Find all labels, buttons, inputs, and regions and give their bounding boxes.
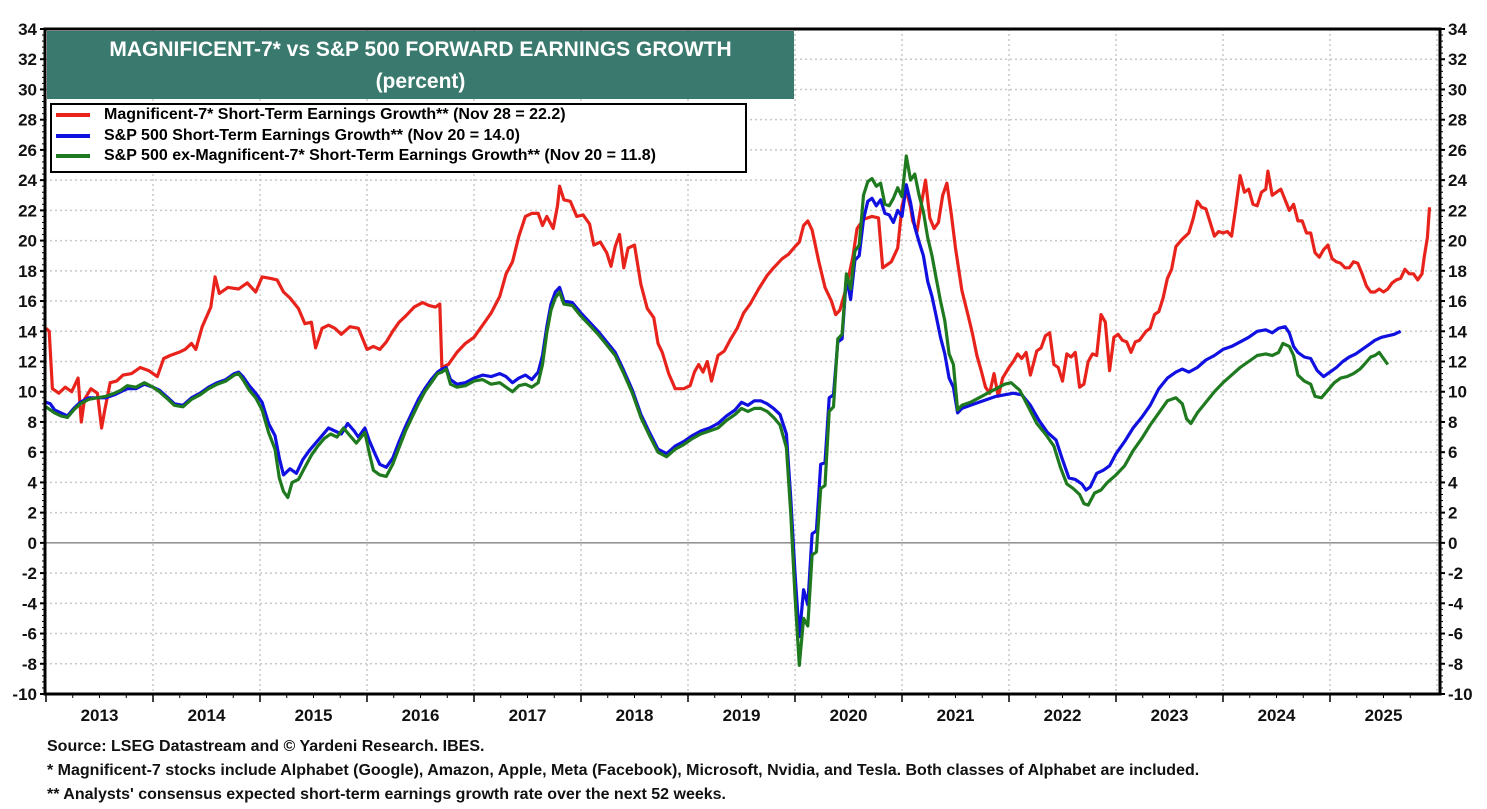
y-tick-label: 28: [1448, 111, 1467, 130]
x-axis: 2013 2014 2015 2016 2017 2018 2019 2020 2021 2022…: [45, 694, 1411, 725]
x-tick-label: 2017: [509, 706, 547, 725]
y-tick-label: -2: [22, 564, 37, 583]
legend-label: Magnificent-7* Short-Term Earnings Growt…: [104, 106, 566, 124]
y-axis-right: 3432302826242220181614121086420-2-4-6-8-…: [1440, 20, 1473, 704]
y-tick-label: 24: [1448, 171, 1467, 190]
chart-title: MAGNIFICENT-7* vs S&P 500 FORWARD EARNIN…: [109, 38, 732, 61]
x-tick-label: 2015: [295, 706, 333, 725]
y-tick-label: 22: [18, 201, 37, 220]
y-tick-label: 30: [1448, 80, 1467, 99]
chart-title-box: MAGNIFICENT-7* vs S&P 500 FORWARD EARNIN…: [47, 31, 794, 99]
y-tick-label: 32: [18, 50, 37, 69]
source-note: Source: LSEG Datastream and © Yardeni Re…: [47, 738, 485, 755]
x-tick-label: 2016: [402, 706, 440, 725]
y-tick-label: 8: [1448, 413, 1457, 432]
y-tick-label: 34: [1448, 20, 1467, 39]
y-tick-label: 8: [28, 413, 37, 432]
legend-item-sp500-ex-mag7: S&P 500 ex-Magnificent-7* Short-Term Ear…: [52, 146, 745, 167]
y-tick-label: 16: [18, 292, 37, 311]
legend: Magnificent-7* Short-Term Earnings Growt…: [50, 103, 747, 173]
y-tick-label: 6: [1448, 443, 1457, 462]
legend-swatch-green: [56, 154, 90, 159]
y-tick-label: 26: [18, 141, 37, 160]
y-tick-label: 10: [1448, 383, 1467, 402]
series-line-sp500: [45, 183, 1402, 639]
y-tick-label: 30: [18, 80, 37, 99]
y-tick-label: 2: [28, 504, 37, 523]
legend-swatch-red: [56, 113, 90, 118]
y-tick-label: -4: [22, 594, 38, 613]
x-tick-label: 2021: [937, 706, 975, 725]
y-tick-label: 18: [1448, 262, 1467, 281]
legend-label: S&P 500 Short-Term Earnings Growth** (No…: [104, 126, 520, 144]
y-tick-label: 26: [1448, 141, 1467, 160]
legend-label: S&P 500 ex-Magnificent-7* Short-Term Ear…: [104, 147, 657, 165]
x-tick-label: 2018: [616, 706, 654, 725]
y-tick-label: -6: [1448, 625, 1463, 644]
series-line-sp500-ex-mag7: [45, 154, 1390, 667]
footnote-analysts: ** Analysts' consensus expected short-te…: [47, 786, 726, 803]
y-tick-label: 32: [1448, 50, 1467, 69]
x-tick-label: 2020: [830, 706, 868, 725]
x-tick-label: 2019: [723, 706, 761, 725]
y-tick-label: 28: [18, 111, 37, 130]
x-tick-label: 2024: [1258, 706, 1296, 725]
y-tick-label: -8: [22, 655, 37, 674]
series-lines: [44, 154, 1432, 667]
x-tick-label: 2014: [188, 706, 226, 725]
y-tick-label: 16: [1448, 292, 1467, 311]
y-tick-label: 10: [18, 383, 37, 402]
legend-item-mag7: Magnificent-7* Short-Term Earnings Growt…: [52, 105, 745, 126]
y-tick-label: 20: [1448, 232, 1467, 251]
x-tick-label: 2025: [1365, 706, 1403, 725]
footnote-mag7: * Magnificent-7 stocks include Alphabet …: [47, 762, 1200, 779]
y-tick-label: -4: [1448, 594, 1464, 613]
x-tick-label: 2022: [1044, 706, 1082, 725]
y-tick-label: 24: [18, 171, 37, 190]
y-tick-label: 22: [1448, 201, 1467, 220]
series-line-mag7: [44, 169, 1432, 430]
x-tick-label: 2013: [81, 706, 119, 725]
legend-swatch-blue: [56, 133, 90, 138]
y-tick-label: 4: [28, 473, 38, 492]
y-tick-label: 20: [18, 232, 37, 251]
y-tick-label: 2: [1448, 504, 1457, 523]
y-tick-label: 14: [1448, 322, 1467, 341]
y-axis-left: 3432302826242220181614121086420-2-4-6-8-…: [12, 20, 45, 704]
y-tick-label: 12: [1448, 353, 1467, 372]
footnotes: Source: LSEG Datastream and © Yardeni Re…: [47, 735, 1199, 807]
y-tick-label: 0: [28, 534, 37, 553]
y-tick-label: 18: [18, 262, 37, 281]
y-tick-label: 34: [18, 20, 37, 39]
y-tick-label: 14: [18, 322, 37, 341]
y-tick-label: 12: [18, 353, 37, 372]
y-tick-label: -10: [1448, 685, 1473, 704]
y-tick-label: 0: [1448, 534, 1457, 553]
y-tick-label: -6: [22, 625, 37, 644]
legend-item-sp500: S&P 500 Short-Term Earnings Growth** (No…: [52, 126, 745, 147]
y-tick-label: 4: [1448, 473, 1458, 492]
y-tick-label: -2: [1448, 564, 1463, 583]
y-tick-label: -10: [12, 685, 37, 704]
y-tick-label: -8: [1448, 655, 1463, 674]
chart-subtitle: (percent): [375, 70, 466, 93]
x-tick-label: 2023: [1151, 706, 1189, 725]
y-tick-label: 6: [28, 443, 37, 462]
